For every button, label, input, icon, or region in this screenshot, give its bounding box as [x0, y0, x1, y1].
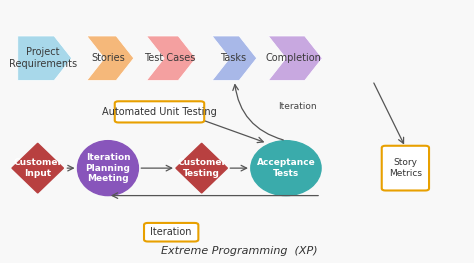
Text: Iteration: Iteration: [150, 227, 192, 237]
Text: Automated Unit Testing: Automated Unit Testing: [102, 107, 217, 117]
Polygon shape: [176, 143, 228, 193]
Ellipse shape: [78, 141, 138, 196]
FancyBboxPatch shape: [115, 101, 204, 123]
Text: Iteration: Iteration: [278, 102, 317, 111]
Text: Acceptance
Tests: Acceptance Tests: [256, 158, 315, 178]
Ellipse shape: [251, 141, 321, 196]
FancyBboxPatch shape: [144, 223, 198, 241]
Polygon shape: [268, 36, 322, 80]
Polygon shape: [87, 36, 134, 80]
Text: Project
Requirements: Project Requirements: [9, 47, 77, 69]
Text: Completion: Completion: [265, 53, 321, 63]
Text: Customer
Input: Customer Input: [13, 158, 62, 178]
Text: Test Cases: Test Cases: [144, 53, 195, 63]
Text: Extreme Programming  (XP): Extreme Programming (XP): [161, 246, 318, 256]
Polygon shape: [212, 36, 256, 80]
Polygon shape: [18, 36, 72, 80]
Text: Iteration
Planning
Meeting: Iteration Planning Meeting: [85, 153, 130, 183]
Text: Story
Metrics: Story Metrics: [389, 158, 422, 178]
Text: Stories: Stories: [91, 53, 126, 63]
FancyBboxPatch shape: [382, 146, 429, 190]
Polygon shape: [146, 36, 196, 80]
Text: Tasks: Tasks: [219, 53, 246, 63]
Polygon shape: [12, 143, 64, 193]
Text: Customer
Testing: Customer Testing: [177, 158, 226, 178]
